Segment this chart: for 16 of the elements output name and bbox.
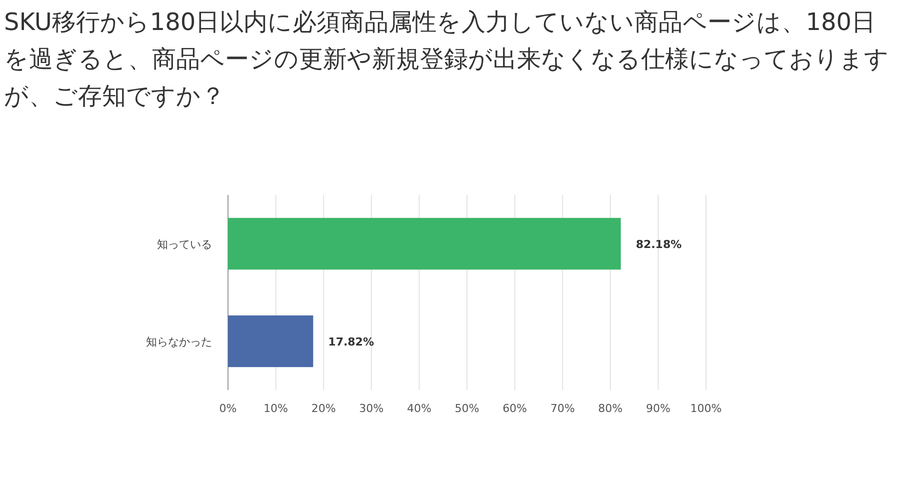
y-tick-label: 知っている bbox=[157, 238, 212, 251]
x-tick-label: 0% bbox=[219, 402, 237, 415]
data-label: 82.18% bbox=[636, 238, 682, 251]
x-tick-label: 40% bbox=[406, 402, 432, 415]
x-tick-label: 30% bbox=[359, 402, 384, 415]
x-tick-label: 60% bbox=[502, 402, 528, 415]
data-label: 17.82% bbox=[328, 335, 374, 348]
x-tick-label: 10% bbox=[264, 402, 288, 415]
chart-title: SKU移行から180日以内に必須商品属性を入力していない商品ページは、180日を過ぎると、商品ページの更新や新規登録が出来なくなる仕様になっておりますが、ご存知ですか？ bbox=[4, 7, 889, 112]
x-tick-label: 50% bbox=[454, 402, 480, 415]
x-tick-label: 100% bbox=[690, 402, 722, 415]
y-tick-label: 知らなかった bbox=[146, 335, 212, 348]
x-tick-label: 90% bbox=[646, 402, 670, 415]
x-tick-label: 20% bbox=[311, 402, 336, 415]
x-tick-label: 70% bbox=[550, 402, 575, 415]
x-tick-label: 80% bbox=[598, 402, 623, 415]
